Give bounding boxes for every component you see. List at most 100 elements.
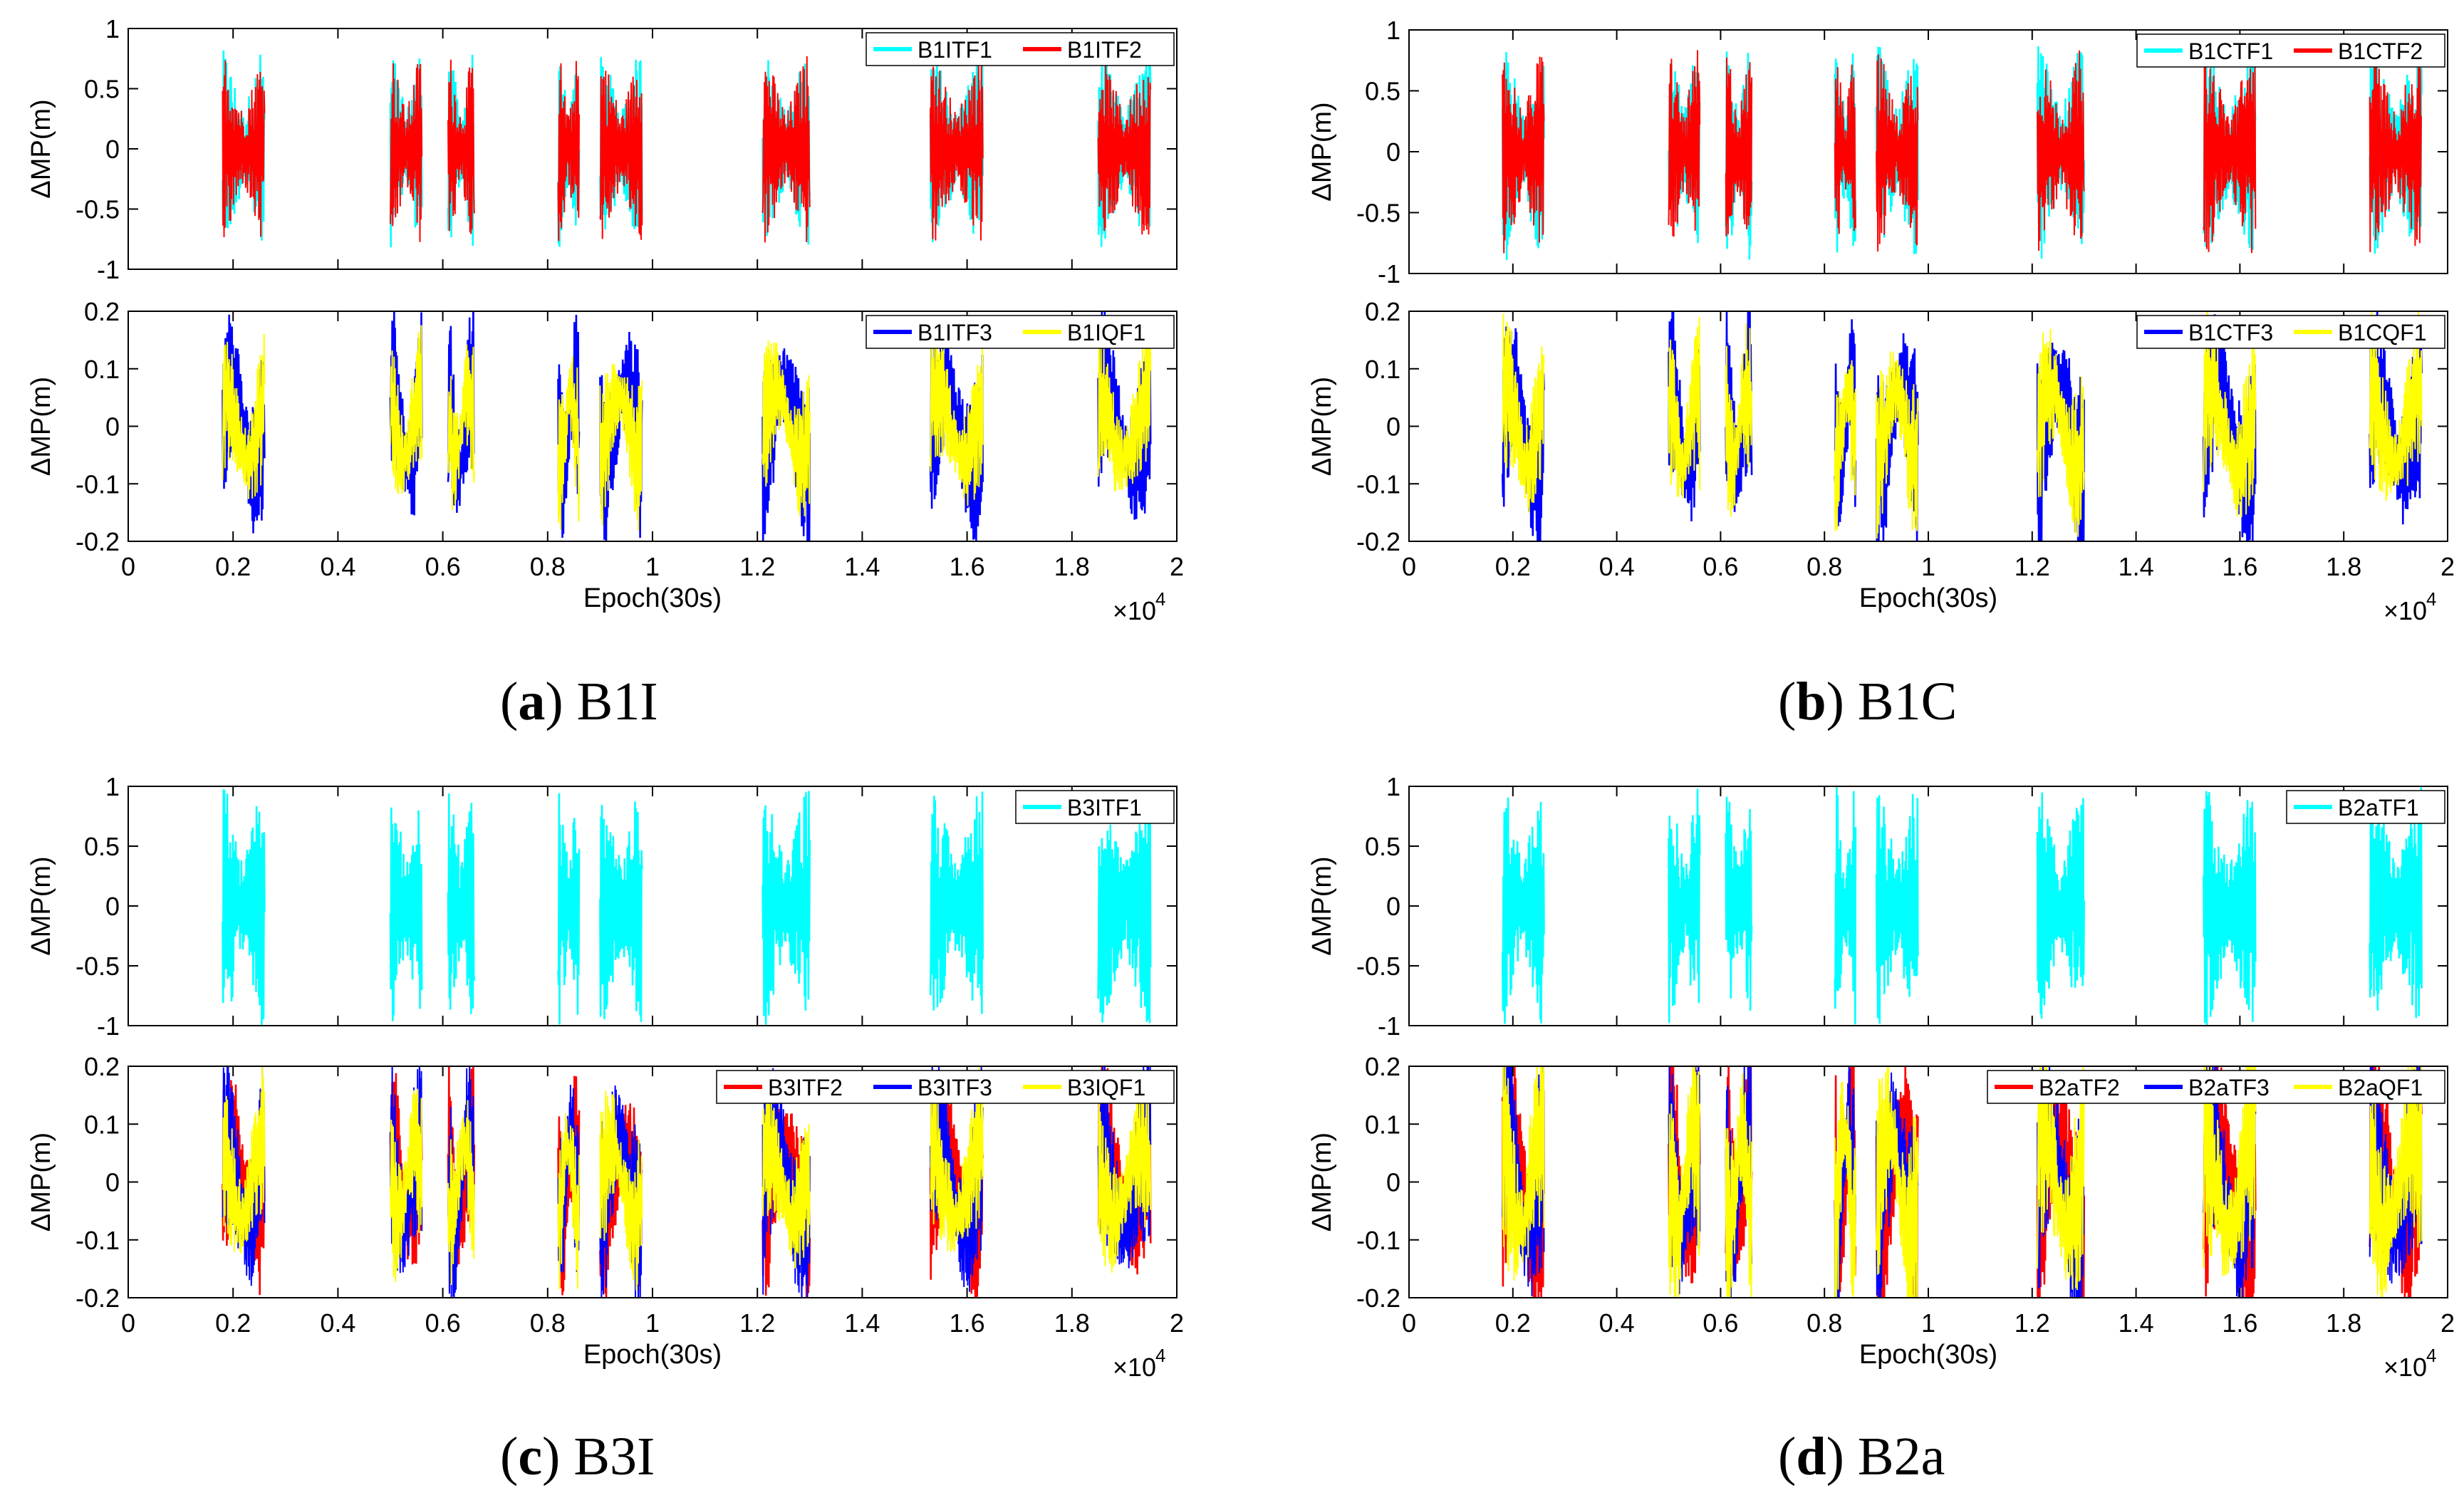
series-line-b1iqf1 (447, 344, 475, 511)
subplot-c-bottom: 0.20.10-0.1-0.20 0.2 0.4 0.6 0.8 1 1.2 1.4 1.6 1.… (26, 1052, 1184, 1338)
x-tick-label: 0 (121, 552, 135, 581)
legend-label-b1itf2: B1ITF2 (1067, 37, 1142, 63)
y-tick-label: -0.1 (1356, 469, 1400, 499)
legend: B1ITF3 B1IQF1 (865, 315, 1175, 349)
x-scale-exponent: 4 (1155, 1345, 1165, 1366)
x-tick-label: 1.2 (2015, 552, 2050, 581)
x-tick-label: 1.6 (2222, 552, 2257, 581)
series-line-b1cqf1 (1876, 351, 1919, 539)
y-tick-label: 0 (105, 892, 120, 921)
x-scale-label: ×10 (2384, 1353, 2427, 1382)
series-line-b1iqf1 (222, 333, 266, 499)
y-tick-label: 0 (105, 135, 120, 164)
x-tick-label: 1.2 (739, 552, 775, 581)
x-tick-label: 0.6 (1703, 1308, 1738, 1338)
y-tick-label: 0 (1386, 137, 1400, 167)
caption-c: (c) B3I (500, 1427, 655, 1486)
y-axis-label: ΔMP(m) (1307, 377, 1337, 476)
panel-a: 1 0.5 0 -0.5 -1 ΔMP(m) B1ITF1 B1ITF2 0.2 0.1 0 -0.1… (26, 14, 1184, 625)
series-line-b3iqf1 (599, 1090, 643, 1291)
series-line-b1ctf2 (1668, 50, 1701, 237)
x-tick-label: 1.4 (844, 1308, 880, 1338)
series-line-b3iqf1 (1097, 1076, 1152, 1273)
y-tick-label: 0.1 (1365, 1110, 1400, 1139)
x-tick-label: 0.4 (320, 552, 355, 581)
x-tick-label: 1.4 (844, 552, 880, 581)
x-axis-label: Epoch(30s) (1859, 1340, 1997, 1370)
series-line-b2aqf1 (1876, 1066, 1919, 1298)
subplot-b-bottom: 0.20.10-0.1-0.20 0.2 0.4 0.6 0.8 1 1.2 1.4 1.6 1.… (1307, 297, 2455, 581)
legend-label-b2atf1: B2aTF1 (2338, 795, 2419, 821)
legend-box (2136, 33, 2445, 68)
caption-a-letter: a (518, 672, 546, 731)
x-tick-label: 0.4 (1599, 1308, 1635, 1338)
y-tick-label: -1 (97, 255, 120, 284)
legend-label-b2aqf1: B2aQF1 (2338, 1075, 2423, 1100)
caption-d-letter: d (1796, 1427, 1826, 1486)
subplot-a-bottom: 0.20.10-0.1-0.20 0.2 0.4 0.6 0.8 1 1.2 1.4 1.6 1.… (26, 297, 1184, 581)
y-tick-label: 0 (1386, 412, 1400, 442)
x-tick-label: 0 (1402, 1308, 1416, 1338)
series-line-b3itf1 (599, 801, 643, 1022)
y-tick-label: 0.1 (84, 1110, 120, 1139)
x-scale-label: ×10 (1113, 596, 1156, 625)
series-line-b3itf1 (389, 807, 423, 1021)
x-tick-label: 0.8 (1807, 1308, 1842, 1338)
y-tick-label: 0.2 (1365, 297, 1400, 326)
series-line-b2aqf1 (1725, 1073, 1753, 1298)
legend: B1CTF1 B1CTF2 (2136, 33, 2445, 68)
caption-c-text: B3I (573, 1427, 655, 1486)
y-tick-label: 1 (105, 14, 120, 43)
series-line-b3iqf1 (390, 1088, 423, 1282)
legend-label-b1cqf1: B1CQF1 (2338, 320, 2426, 345)
x-scale-exponent: 4 (2426, 1345, 2436, 1366)
x-scale-exponent: 4 (2426, 588, 2436, 610)
x-tick-label: 1.8 (1054, 552, 1090, 581)
legend-box (2136, 315, 2445, 349)
series-line-b3iqf1 (761, 1078, 811, 1269)
y-tick-label: -0.5 (1356, 952, 1400, 981)
x-scale-label: ×10 (1113, 1353, 1156, 1382)
subplot-a-top: 1 0.5 0 -0.5 -1 ΔMP(m) B1ITF1 B1ITF2 (26, 14, 1178, 284)
x-axis-label: Epoch(30s) (583, 1340, 722, 1370)
series-line-b1ctf2 (1876, 54, 1919, 252)
x-axis-label: Epoch(30s) (1859, 583, 1997, 613)
y-tick-label: -0.2 (1356, 1283, 1400, 1313)
y-tick-label: 0.2 (84, 1052, 120, 1081)
x-tick-label: 0.4 (320, 1308, 355, 1338)
legend: B1ITF1 B1ITF2 (865, 32, 1175, 66)
subplot-b-top: 1 0.5 0 -0.5 -1 ΔMP(m) B1CTF1 B1CTF2 (1307, 16, 2448, 288)
legend-label-b3itf1: B3ITF1 (1067, 795, 1142, 821)
x-tick-label: 1 (645, 552, 660, 581)
legend-label-b2atf3: B2aTF3 (2188, 1075, 2270, 1100)
y-axis-label: ΔMP(m) (26, 856, 56, 955)
y-tick-label: 0.1 (84, 355, 120, 384)
series-line-b2atf1 (1501, 797, 1545, 1024)
series-line-b1ctf2 (2037, 50, 2085, 251)
x-tick-label: 1.6 (2222, 1308, 2257, 1338)
series-line-b3itf1 (761, 791, 811, 1025)
x-tick-label: 0.6 (425, 1308, 461, 1338)
x-tick-label: 0.6 (1703, 552, 1738, 581)
series-line-b3itf1 (1097, 804, 1152, 1024)
plot-area (1501, 311, 2423, 541)
series-line-b3itf1 (929, 791, 984, 1014)
series-line-b1itf2 (930, 56, 984, 241)
x-tick-label: 1.2 (2015, 1308, 2050, 1338)
plot-area (1501, 1066, 2423, 1298)
subplot-c-top: 1 0.5 0 -0.5 -1 ΔMP(m) B3ITF1 (26, 772, 1178, 1041)
plot-area (222, 50, 1152, 248)
plot-area (222, 1066, 1152, 1298)
x-tick-label: 0 (121, 1308, 135, 1338)
series-line-b1iqf1 (390, 325, 423, 494)
y-tick-label: -1 (97, 1011, 120, 1041)
series-line-b1itf2 (599, 71, 643, 240)
legend-label-b3itf2: B3ITF2 (768, 1075, 843, 1100)
series-line-b2aqf1 (2203, 1066, 2257, 1276)
legend-label-b1ctf1: B1CTF1 (2188, 38, 2273, 64)
x-tick-label: 1 (645, 1308, 660, 1338)
series-line-b2aqf1 (2037, 1066, 2085, 1291)
